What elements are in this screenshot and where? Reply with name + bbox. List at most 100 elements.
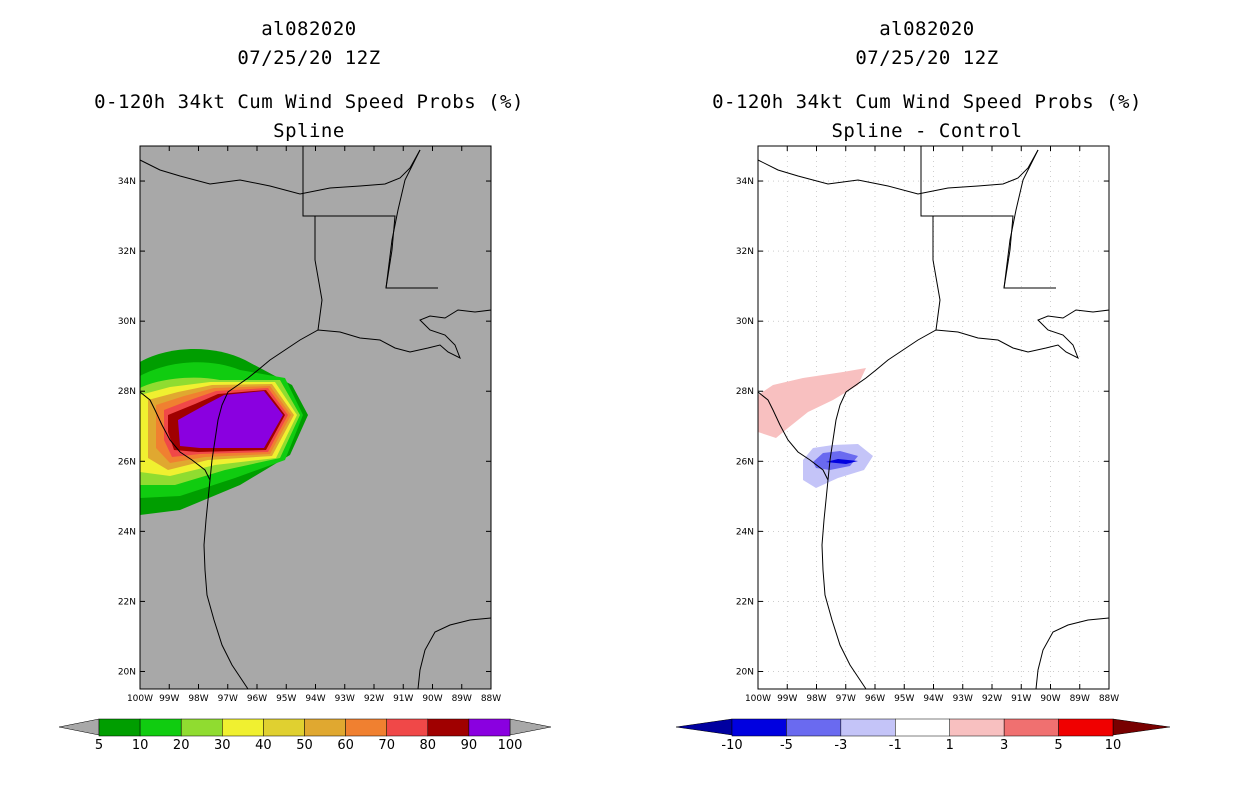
colorbar-cell: [427, 718, 470, 737]
colorbar-cell: [263, 718, 305, 737]
map-figure-right: 100W 99W 98W 97W 96W 95W 94W 93W 92W 91W 90W 89W 88W…: [675, 145, 1171, 753]
lon-label: 89W: [1070, 694, 1090, 704]
colorbar-right: -10 -5 -3 -1 1 3 5 10: [675, 718, 1171, 753]
lat-label: 20N: [736, 667, 754, 677]
lat-label: 32N: [736, 247, 754, 257]
coastline-map: [757, 146, 1110, 690]
colorbar-label: 20: [173, 738, 190, 753]
lon-label: 96W: [247, 694, 267, 704]
colorbar-cell: [304, 718, 346, 737]
lon-label: 98W: [188, 694, 208, 704]
colorbar-cell: [840, 718, 896, 737]
lat-label: 26N: [118, 457, 136, 467]
negative-diff-5: [826, 459, 858, 464]
colorbar-label: 100: [498, 738, 523, 753]
lon-label: 93W: [335, 694, 355, 704]
difference-contours: [758, 368, 873, 488]
lon-label: 100W: [127, 694, 153, 704]
colorbar-label: 5: [1054, 738, 1062, 753]
lon-label: 94W: [923, 694, 943, 704]
colorbar-under-arrow: [58, 718, 100, 736]
colorbar-label: 3: [1000, 738, 1008, 753]
storm-id-title: al082020: [879, 18, 975, 40]
lon-label: 92W: [982, 694, 1002, 704]
lon-label: 91W: [393, 694, 413, 704]
lon-label: 95W: [276, 694, 296, 704]
colorbar-label: -1: [889, 738, 902, 753]
lat-label: 28N: [736, 387, 754, 397]
lat-label: 32N: [118, 247, 136, 257]
colorbar-label: 90: [461, 738, 478, 753]
lat-label: 30N: [118, 317, 136, 327]
lon-label: 88W: [481, 694, 501, 704]
colorbar-cell: [386, 718, 429, 737]
lat-label: 22N: [118, 597, 136, 607]
lon-label: 100W: [745, 694, 771, 704]
contour-100: [178, 391, 283, 448]
colorbar-cell: [949, 718, 1005, 737]
lon-label: 98W: [806, 694, 826, 704]
colorbar-cell: [468, 718, 511, 737]
colorbar-label: 80: [420, 738, 437, 753]
colorbar-label: 60: [337, 738, 354, 753]
positive-diff-1: [758, 368, 866, 438]
colorbar-label: -10: [721, 738, 742, 753]
colorbar-label: 70: [378, 738, 395, 753]
datetime-title: 07/25/20 12Z: [855, 47, 999, 69]
lat-label: 34N: [736, 177, 754, 187]
lon-label: 91W: [1011, 694, 1031, 704]
colorbar-cell: [1003, 718, 1059, 737]
lon-label: 88W: [1099, 694, 1119, 704]
colorbar-cell: [786, 718, 842, 737]
lat-label: 30N: [736, 317, 754, 327]
panel-spline-control: al082020 07/25/20 12Z 0-120h 34kt Cum Wi…: [618, 0, 1236, 800]
map-figure-left: 100W 99W 98W 97W 96W 95W 94W 93W 92W 91W 90W 89W 88W…: [58, 145, 552, 753]
colorbar-under-arrow: [675, 718, 733, 736]
colorbar-label: 50: [296, 738, 313, 753]
colorbar-cell: [731, 718, 787, 737]
colorbar-label: 10: [132, 738, 149, 753]
axes-right: 100W 99W 98W 97W 96W 95W 94W 93W 92W 91W 90W 89W 88W…: [736, 146, 1119, 704]
axes-left: 100W 99W 98W 97W 96W 95W 94W 93W 92W 91W 90W 89W 88W…: [118, 146, 501, 704]
lat-label: 24N: [736, 527, 754, 537]
storm-id-title: al082020: [261, 18, 357, 40]
colorbar-label: -3: [834, 738, 847, 753]
colorbar-cell: [895, 718, 950, 737]
colorbar-label: -5: [780, 738, 793, 753]
lon-label: 89W: [452, 694, 472, 704]
lon-label: 96W: [865, 694, 885, 704]
subtitle: Spline: [273, 120, 345, 142]
product-title: 0-120h 34kt Cum Wind Speed Probs (%): [94, 91, 524, 113]
colorbar-label: 10: [1105, 738, 1122, 753]
colorbar-cell: [139, 718, 182, 737]
lat-label: 24N: [118, 527, 136, 537]
lon-label: 97W: [218, 694, 238, 704]
lat-label: 26N: [736, 457, 754, 467]
colorbar-over-arrow: [1112, 718, 1171, 736]
lon-label: 95W: [894, 694, 914, 704]
colorbar-label: 5: [95, 738, 103, 753]
colorbar-cell: [345, 718, 387, 737]
product-title: 0-120h 34kt Cum Wind Speed Probs (%): [712, 91, 1142, 113]
lon-label: 90W: [1040, 694, 1060, 704]
coastline-map: [139, 146, 492, 690]
colorbar-label: 1: [946, 738, 954, 753]
probability-contours: [140, 348, 308, 515]
colorbar-cell: [1058, 718, 1114, 737]
colorbar-cell: [180, 718, 223, 737]
lon-label: 92W: [364, 694, 384, 704]
colorbar-cell: [222, 718, 264, 737]
lon-label: 97W: [836, 694, 856, 704]
subtitle: Spline - Control: [831, 120, 1023, 142]
lon-label: 90W: [422, 694, 442, 704]
lon-label: 99W: [159, 694, 179, 704]
colorbar-cell: [98, 718, 141, 737]
lon-label: 94W: [305, 694, 325, 704]
lat-label: 22N: [736, 597, 754, 607]
lon-label: 99W: [777, 694, 797, 704]
colorbar-left: 5 10 20 30 40 50 60 70 80 90 100: [58, 718, 552, 753]
colorbar-label: 40: [255, 738, 272, 753]
colorbar-over-arrow: [509, 718, 552, 736]
datetime-title: 07/25/20 12Z: [237, 47, 381, 69]
lat-label: 20N: [118, 667, 136, 677]
